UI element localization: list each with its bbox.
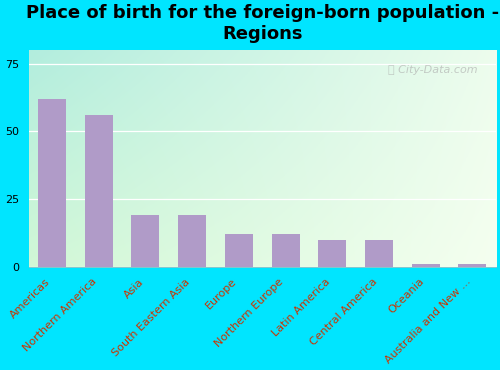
Bar <box>365 240 393 267</box>
Bar <box>318 240 346 267</box>
Bar <box>412 264 440 267</box>
Title: Place of birth for the foreign-born population -
Regions: Place of birth for the foreign-born popu… <box>26 4 499 43</box>
Bar <box>84 115 112 267</box>
Bar <box>178 215 206 267</box>
Bar <box>132 215 160 267</box>
Bar <box>225 234 253 267</box>
Text: ⓘ City-Data.com: ⓘ City-Data.com <box>388 65 477 75</box>
Bar <box>38 99 66 267</box>
Bar <box>272 234 299 267</box>
Bar <box>458 264 486 267</box>
